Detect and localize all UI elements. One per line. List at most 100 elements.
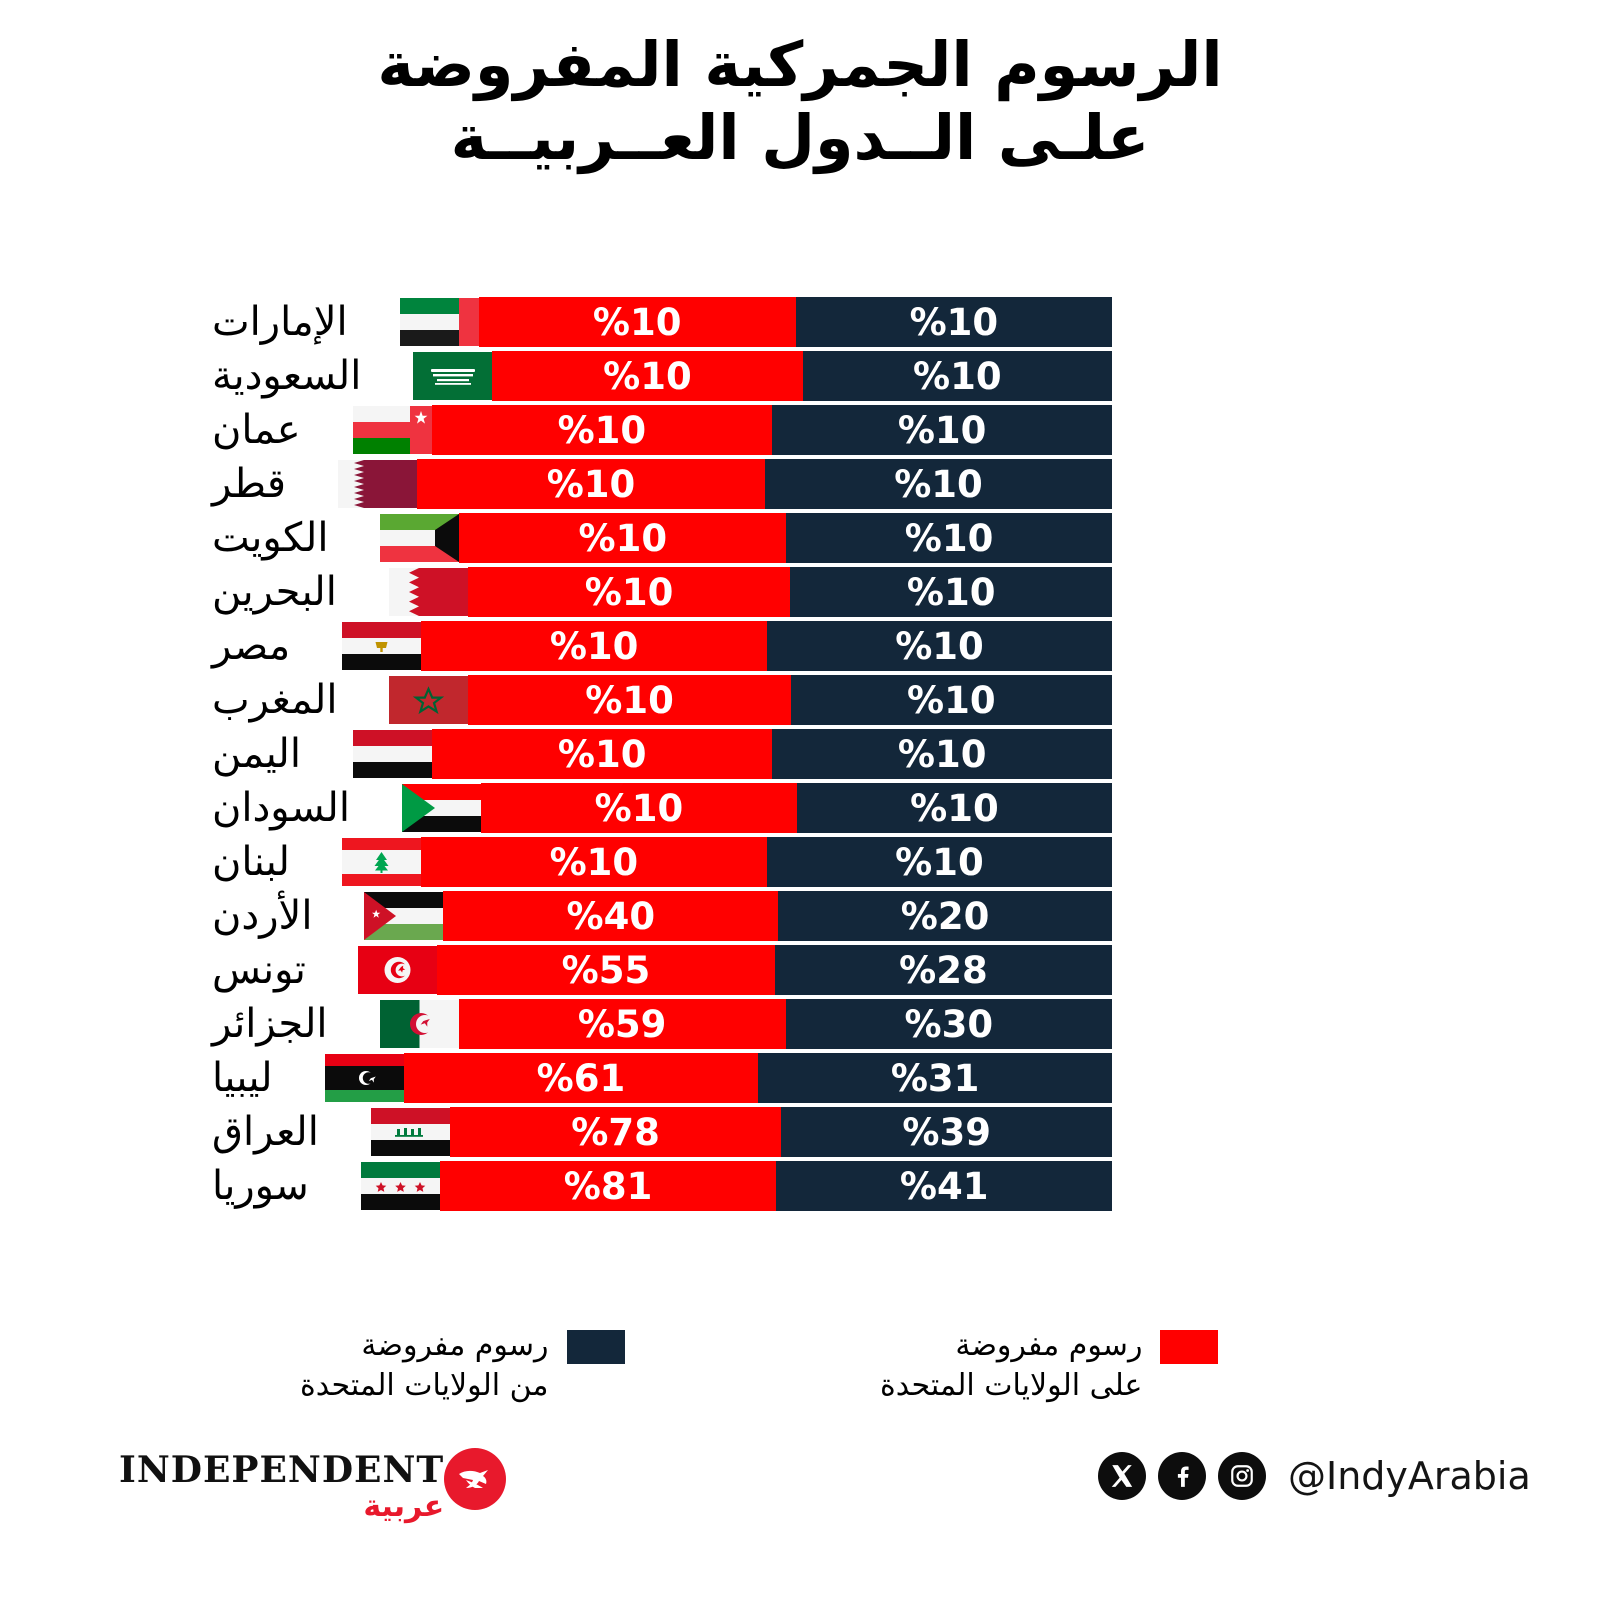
table-row: %10 %10 الإمارات <box>212 297 1112 347</box>
cell-imposed-by-us: %30 <box>785 999 1112 1049</box>
tariff-table: %10 %10 الإمارات %10 %10 السعودية %10 %10 عمان %1… <box>212 297 1112 1215</box>
instagram-icon[interactable] <box>1218 1452 1266 1500</box>
country-name: الجزائر <box>212 1001 328 1047</box>
table-row: %10 %10 السعودية <box>212 351 1112 401</box>
flag-ye-icon <box>352 729 432 779</box>
cell-imposed-by-us: %10 <box>796 783 1112 833</box>
cell-imposed-on-us: %10 <box>459 513 787 563</box>
country-name: السودان <box>212 785 350 831</box>
country-name: الإمارات <box>212 299 348 345</box>
legend-swatch-red <box>1160 1330 1219 1364</box>
table-row: %28 %55 تونس <box>212 945 1112 995</box>
flag-qa-icon <box>338 459 418 509</box>
cell-imposed-on-us: %10 <box>431 729 773 779</box>
legend-red-line-2: على الولايات المتحدة <box>880 1367 1143 1403</box>
table-row: %10 %10 البحرين <box>212 567 1112 617</box>
cell-imposed-on-us: %10 <box>478 297 796 347</box>
flag-ma-icon <box>389 675 469 725</box>
cell-imposed-on-us: %10 <box>492 351 803 401</box>
legend-navy-line-1: رسوم مفروضة <box>361 1328 549 1363</box>
cell-imposed-on-us: %61 <box>403 1053 759 1103</box>
country-name: المغرب <box>212 677 338 723</box>
cell-imposed-on-us: %10 <box>431 405 773 455</box>
country-name: السعودية <box>212 353 362 399</box>
cell-imposed-by-us: %10 <box>772 729 1112 779</box>
flag-bh-icon <box>388 567 468 617</box>
table-row: %10 %10 مصر <box>212 621 1112 671</box>
legend: رسوم مفروضة على الولايات المتحدة رسوم مف… <box>0 1318 1600 1428</box>
table-row: %31 %61 ليبيا <box>212 1053 1112 1103</box>
table-row: %10 %10 عمان <box>212 405 1112 455</box>
cell-imposed-by-us: %20 <box>778 891 1112 941</box>
table-row: %30 %59 الجزائر <box>212 999 1112 1049</box>
country-name: الأردن <box>212 893 313 939</box>
country-name: قطر <box>212 461 287 507</box>
table-row: %39 %78 العراق <box>212 1107 1112 1157</box>
legend-red-line-1: رسوم مفروضة <box>955 1328 1143 1363</box>
cell-imposed-on-us: %59 <box>458 999 786 1049</box>
flag-iq-icon <box>370 1107 450 1157</box>
country-name: ليبيا <box>212 1055 273 1101</box>
cell-imposed-on-us: %55 <box>436 945 775 995</box>
cell-imposed-by-us: %10 <box>766 837 1112 887</box>
brand-logo: INDEPENDENT عربية <box>105 1448 507 1522</box>
cell-imposed-on-us: %78 <box>449 1107 782 1157</box>
flag-lb-icon <box>341 837 421 887</box>
cell-imposed-on-us: %81 <box>439 1161 777 1211</box>
legend-swatch-navy <box>566 1330 625 1364</box>
cell-imposed-by-us: %31 <box>758 1053 1112 1103</box>
country-name: سوريا <box>212 1163 309 1209</box>
cell-imposed-by-us: %10 <box>802 351 1112 401</box>
page-title: الرسوم الجمركية المفروضة علـى الــدول ال… <box>0 28 1600 174</box>
cell-imposed-on-us: %10 <box>467 567 791 617</box>
flag-eg-icon <box>342 621 422 671</box>
country-name: عمان <box>212 407 301 453</box>
social-handle: @IndyArabia <box>1288 1454 1531 1498</box>
cell-imposed-by-us: %10 <box>786 513 1112 563</box>
flag-om-icon <box>352 405 432 455</box>
country-name: البحرين <box>212 569 337 615</box>
flag-ly-icon <box>324 1053 404 1103</box>
country-name: الكويت <box>212 515 329 561</box>
legend-navy-line-2: من الولايات المتحدة <box>300 1367 549 1403</box>
country-name: لبنان <box>212 839 290 885</box>
cell-imposed-by-us: %39 <box>781 1107 1112 1157</box>
flag-sy-icon <box>360 1161 440 1211</box>
legend-item-by-us: رسوم مفروضة من الولايات المتحدة <box>300 1326 625 1405</box>
table-row: %10 %10 لبنان <box>212 837 1112 887</box>
flag-sa-icon <box>413 351 493 401</box>
table-row: %10 %10 اليمن <box>212 729 1112 779</box>
country-name: العراق <box>212 1109 319 1155</box>
cell-imposed-on-us: %10 <box>480 783 797 833</box>
table-row: %41 %81 سوريا <box>212 1161 1112 1211</box>
cell-imposed-by-us: %10 <box>790 567 1112 617</box>
cell-imposed-on-us: %10 <box>468 675 791 725</box>
title-line-1: الرسوم الجمركية المفروضة <box>377 28 1223 101</box>
flag-kw-icon <box>380 513 460 563</box>
cell-imposed-on-us: %10 <box>417 459 765 509</box>
country-name: مصر <box>212 623 291 669</box>
legend-item-on-us: رسوم مفروضة على الولايات المتحدة <box>880 1326 1219 1405</box>
table-row: %20 %40 الأردن <box>212 891 1112 941</box>
country-name: تونس <box>212 947 306 993</box>
cell-imposed-by-us: %10 <box>790 675 1112 725</box>
brand-name: INDEPENDENT <box>119 1449 445 1491</box>
table-row: %10 %10 قطر <box>212 459 1112 509</box>
x-icon[interactable] <box>1098 1452 1146 1500</box>
cell-imposed-by-us: %28 <box>774 945 1112 995</box>
title-line-2: علـى الــدول العــربيــة <box>450 101 1151 175</box>
cell-imposed-on-us: %10 <box>420 837 767 887</box>
flag-dz-icon <box>379 999 459 1049</box>
cell-imposed-by-us: %10 <box>764 459 1112 509</box>
facebook-icon[interactable] <box>1158 1452 1206 1500</box>
table-row: %10 %10 المغرب <box>212 675 1112 725</box>
country-name: اليمن <box>212 731 301 777</box>
flag-ae-icon <box>399 297 479 347</box>
flag-sd-icon <box>401 783 481 833</box>
table-row: %10 %10 السودان <box>212 783 1112 833</box>
social-bar: @IndyArabia <box>1098 1452 1531 1500</box>
flag-jo-icon <box>364 891 444 941</box>
cell-imposed-by-us: %10 <box>767 621 1112 671</box>
cell-imposed-by-us: %10 <box>772 405 1112 455</box>
cell-imposed-by-us: %10 <box>795 297 1112 347</box>
